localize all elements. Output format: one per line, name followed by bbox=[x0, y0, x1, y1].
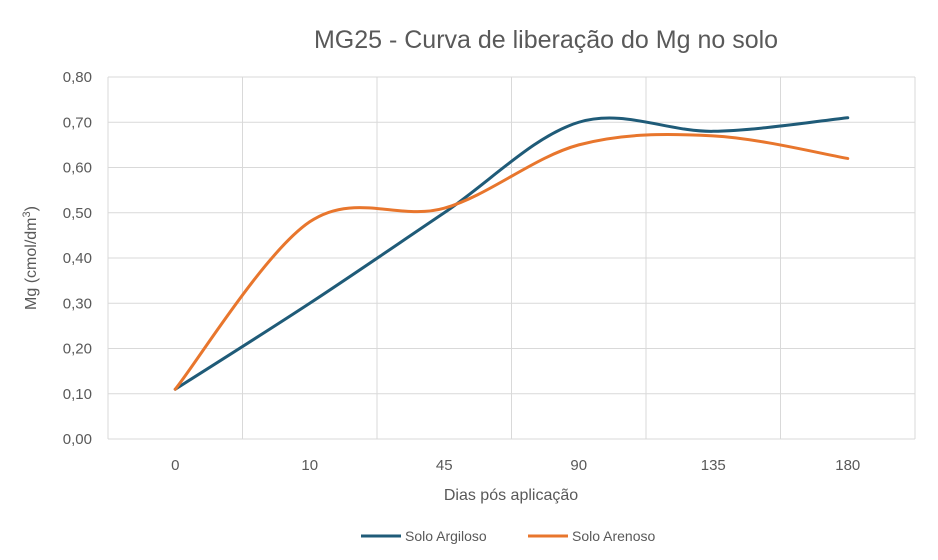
y-tick-label: 0,30 bbox=[63, 295, 92, 312]
legend-label: Solo Arenoso bbox=[572, 528, 655, 544]
chart-title: MG25 - Curva de liberação do Mg no solo bbox=[314, 26, 778, 54]
legend-label: Solo Argiloso bbox=[405, 528, 487, 544]
legend: Solo Argiloso Solo Arenoso bbox=[361, 528, 655, 544]
series-line-1 bbox=[173, 116, 850, 391]
x-tick-label: 45 bbox=[436, 457, 453, 474]
x-tick-labels: 0 10 45 90 135 180 bbox=[171, 457, 860, 474]
series-line-2 bbox=[173, 132, 850, 391]
y-tick-label: 0,50 bbox=[63, 205, 92, 222]
x-tick-label: 0 bbox=[171, 457, 179, 474]
y-tick-label: 0,60 bbox=[63, 160, 92, 177]
y-tick-label: 0,40 bbox=[63, 250, 92, 267]
x-tick-label: 180 bbox=[835, 457, 860, 474]
y-axis-label: Mg (cmol/dm3) bbox=[21, 206, 40, 310]
y-tick-label: 0,00 bbox=[63, 431, 92, 448]
y-tick-label: 0,10 bbox=[63, 386, 92, 403]
series-lines bbox=[173, 116, 850, 391]
x-axis-label: Dias pós aplicação bbox=[444, 487, 578, 504]
gridlines bbox=[107, 76, 916, 440]
y-tick-label: 0,20 bbox=[63, 341, 92, 358]
x-tick-label: 135 bbox=[701, 457, 726, 474]
y-tick-label: 0,70 bbox=[63, 114, 92, 131]
y-tick-label: 0,80 bbox=[63, 69, 92, 86]
y-tick-labels: 0,00 0,10 0,20 0,30 0,40 0,50 0,60 0,70 0,80 bbox=[63, 69, 92, 448]
x-tick-label: 90 bbox=[570, 457, 587, 474]
x-tick-label: 10 bbox=[301, 457, 318, 474]
